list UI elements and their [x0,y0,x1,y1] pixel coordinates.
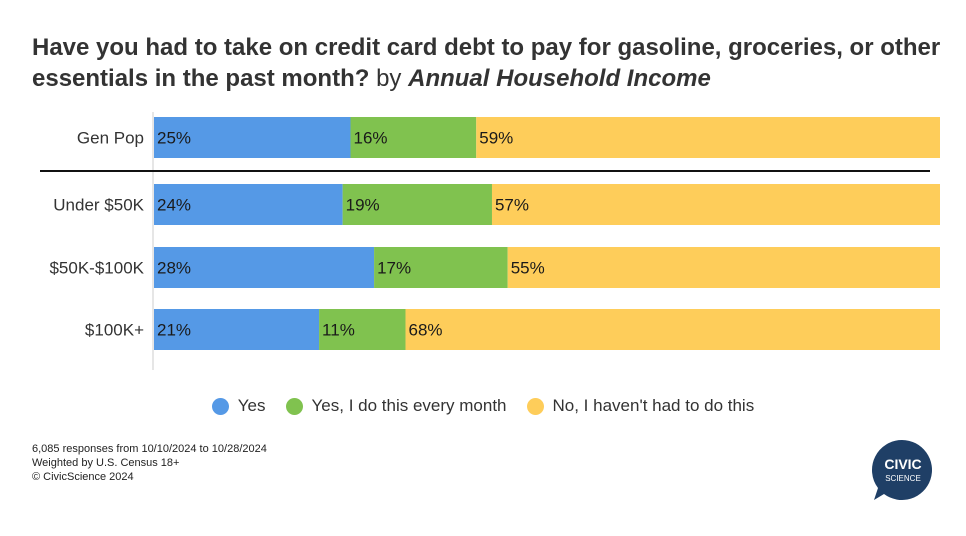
bar-gen-pop-yes [154,117,351,158]
data-label-gen-pop-every-month: 16% [354,129,388,148]
data-label-gen-pop-no: 59% [479,129,513,148]
category-label-50k-100k: $50K-$100K [49,259,144,278]
data-label-100k-plus-yes: 21% [157,321,191,340]
legend-item-every-month: Yes, I do this every month [285,396,507,416]
legend-label-yes: Yes [237,396,266,415]
data-label-50k-100k-no: 55% [511,259,545,278]
bar-gen-pop-no [476,117,940,158]
data-label-100k-plus-every-month: 11% [322,321,355,340]
footnote-copyright: © CivicScience 2024 [32,471,134,483]
legend-label-every-month: Yes, I do this every month [311,396,507,415]
chart-title: Have you had to take on credit card debt… [32,32,942,94]
bar-under-50k-no [491,184,940,225]
data-label-100k-plus-no: 68% [409,321,443,340]
data-label-50k-100k-yes: 28% [157,259,191,278]
data-label-gen-pop-yes: 25% [157,129,191,148]
footnote-responses: 6,085 responses from 10/10/2024 to 10/28… [32,443,267,455]
title-main: Have you had to take on credit card debt… [32,34,941,92]
logo-text-science: SCIENCE [885,474,921,483]
bar-100k-plus-no [405,309,940,350]
civicscience-logo: CIVIC SCIENCE [872,440,932,500]
title-dimension: Annual Household Income [408,65,711,92]
stacked-bar-chart: Gen Pop 25% 16% 59% Under $50K 24% 19% 57% $50K-… [40,112,940,370]
data-label-under-50k-yes: 24% [157,196,191,215]
category-label-gen-pop: Gen Pop [77,129,144,148]
legend-swatch-no [526,397,544,415]
bar-under-50k-every-month [342,184,492,225]
category-label-100k-plus: $100K+ [85,321,144,340]
bar-50k-100k-every-month [374,247,508,288]
legend-item-yes: Yes [211,396,266,416]
data-label-under-50k-no: 57% [495,196,529,215]
legend-swatch-every-month [285,397,303,415]
footnote-weighting: Weighted by U.S. Census 18+ [32,457,180,469]
bar-100k-plus-yes [154,309,320,350]
category-label-under-50k: Under $50K [53,196,144,215]
bar-gen-pop-every-month [350,117,477,158]
bar-50k-100k-no [507,247,940,288]
bar-100k-plus-every-month [319,309,406,350]
logo-bubble [872,440,932,500]
footnotes: 6,085 responses from 10/10/2024 to 10/28… [32,442,267,484]
bar-under-50k-yes [154,184,343,225]
legend-item-no: No, I haven't had to do this [526,396,755,416]
legend-label-no: No, I haven't had to do this [552,396,755,415]
logo-text-civic: CIVIC [884,456,921,472]
bars-group: Gen Pop 25% 16% 59% Under $50K 24% 19% 57% $50K-… [40,112,940,370]
data-label-under-50k-every-month: 19% [346,196,380,215]
title-by: by [376,65,402,92]
legend-swatch-yes [211,397,229,415]
bar-50k-100k-yes [154,247,375,288]
data-label-50k-100k-every-month: 17% [377,259,411,278]
legend: Yes Yes, I do this every month No, I hav… [0,396,966,416]
